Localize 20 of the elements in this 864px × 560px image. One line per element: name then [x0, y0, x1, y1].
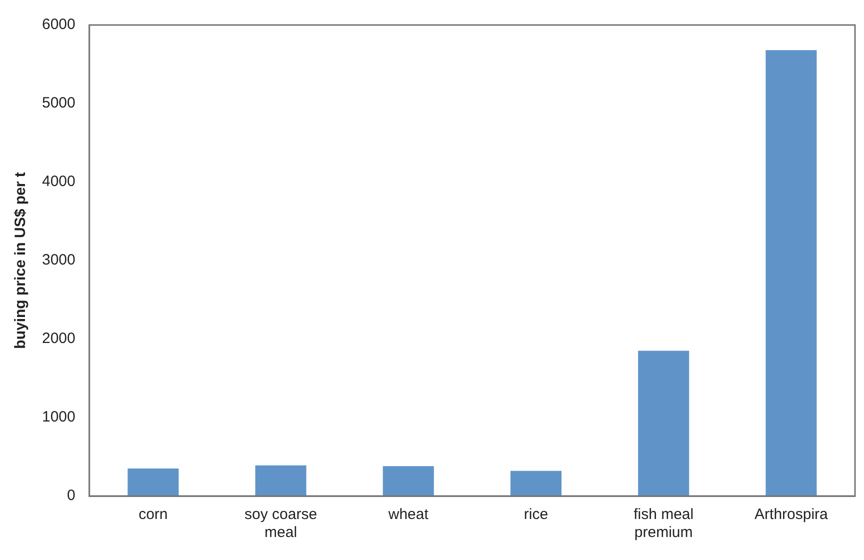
x-tick-label: fish meal premium [634, 506, 694, 542]
bar [766, 50, 817, 496]
x-tick-label: soy coarse meal [244, 506, 318, 542]
y-tick-label: 1000 [42, 408, 76, 426]
y-tick-label: 5000 [42, 94, 76, 112]
x-tick-label: Arthrospira [754, 506, 829, 524]
x-tick-label: rice [524, 506, 548, 524]
y-axis-title: buying price in US$ per t [12, 172, 30, 349]
x-tick-label: corn [138, 506, 168, 524]
y-tick-label: 0 [67, 487, 76, 504]
bar [255, 465, 306, 496]
bar [382, 466, 434, 496]
y-tick-label: 3000 [42, 252, 76, 269]
x-tick-label: wheat [387, 506, 430, 524]
y-tick-label: 2000 [42, 330, 76, 348]
bar [510, 470, 562, 496]
bar [638, 350, 690, 496]
bar [128, 468, 179, 496]
y-tick-label: 4000 [42, 173, 76, 190]
y-tick-label: 6000 [42, 16, 76, 34]
